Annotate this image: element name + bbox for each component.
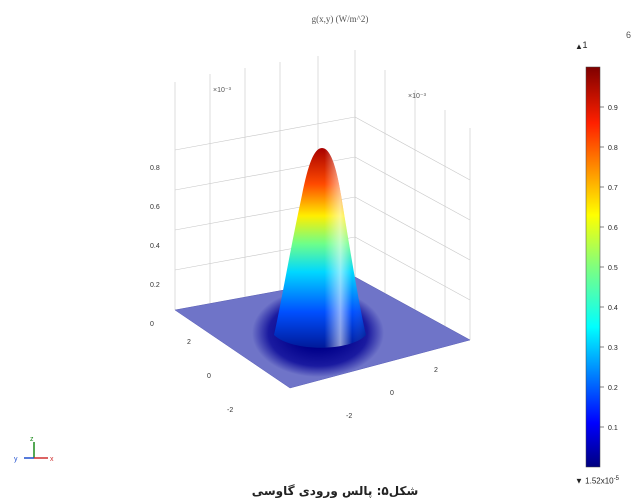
colorbar-tick-label: 0.4 bbox=[608, 305, 618, 312]
z-tick-label: 0.6 bbox=[150, 204, 160, 211]
z-tick-label: 0 bbox=[150, 321, 154, 328]
triad-z-label: z bbox=[30, 436, 34, 443]
y-tick-label: -2 bbox=[346, 413, 352, 420]
y-tick-label: 2 bbox=[434, 367, 438, 374]
x-scale-label: ×10⁻³ bbox=[213, 87, 232, 94]
colorbar-max-arrow: ▲ bbox=[575, 42, 583, 51]
y-tick-label: 0 bbox=[390, 390, 394, 397]
wall-grid-line bbox=[354, 236, 471, 301]
z-tick-label: 0.8 bbox=[150, 165, 160, 172]
peak-highlight bbox=[274, 148, 366, 348]
triad-x-label: x bbox=[50, 456, 54, 463]
x-axis-ticks: 2 0 -2 bbox=[187, 339, 233, 414]
figure-caption: شکل۵: پالس ورودی گاوسی bbox=[251, 484, 419, 498]
colorbar-tick-label: 0.6 bbox=[608, 225, 618, 232]
colorbar-tick-label: 0.3 bbox=[608, 345, 618, 352]
colorbar-tick-label: 0.9 bbox=[608, 105, 618, 112]
y-scale-label: ×10⁻³ bbox=[408, 93, 427, 100]
axis-triad: z y x bbox=[14, 436, 54, 463]
y-axis-ticks: 2 0 -2 bbox=[346, 367, 438, 420]
z-tick-label: 0.4 bbox=[150, 243, 160, 250]
wall-grid-line bbox=[354, 116, 471, 181]
x-tick-label: 0 bbox=[207, 373, 211, 380]
colorbar-tick-label: 0.1 bbox=[608, 425, 618, 432]
plot-title: g(x,y) (W/m^2) bbox=[311, 14, 369, 24]
wall-grid-line bbox=[354, 156, 471, 221]
colorbar bbox=[585, 66, 601, 468]
z-axis-ticks: 0 0.2 0.4 0.6 0.8 bbox=[150, 165, 160, 328]
colorbar-tick-label: 0.5 bbox=[608, 265, 618, 272]
colorbar-tick-label: 0.7 bbox=[608, 185, 618, 192]
wall-grid-line bbox=[174, 116, 356, 151]
colorbar-max-label: 1 bbox=[582, 40, 588, 50]
x-tick-label: -2 bbox=[227, 407, 233, 414]
x-tick-label: 2 bbox=[187, 339, 191, 346]
z-tick-label: 0.2 bbox=[150, 282, 160, 289]
colorbar-tick-label: 0.2 bbox=[608, 385, 618, 392]
colorbar-ticks: 0.9 0.8 0.7 0.6 0.5 0.4 0.3 0.2 0.1 bbox=[600, 105, 618, 432]
colorbar-min-label: ▼ 1.52x10-5 bbox=[575, 476, 619, 486]
corner-label: 6 bbox=[626, 30, 632, 40]
colorbar-tick-label: 0.8 bbox=[608, 145, 618, 152]
triad-y-label: y bbox=[14, 456, 18, 463]
wall-grid-line bbox=[354, 196, 471, 261]
